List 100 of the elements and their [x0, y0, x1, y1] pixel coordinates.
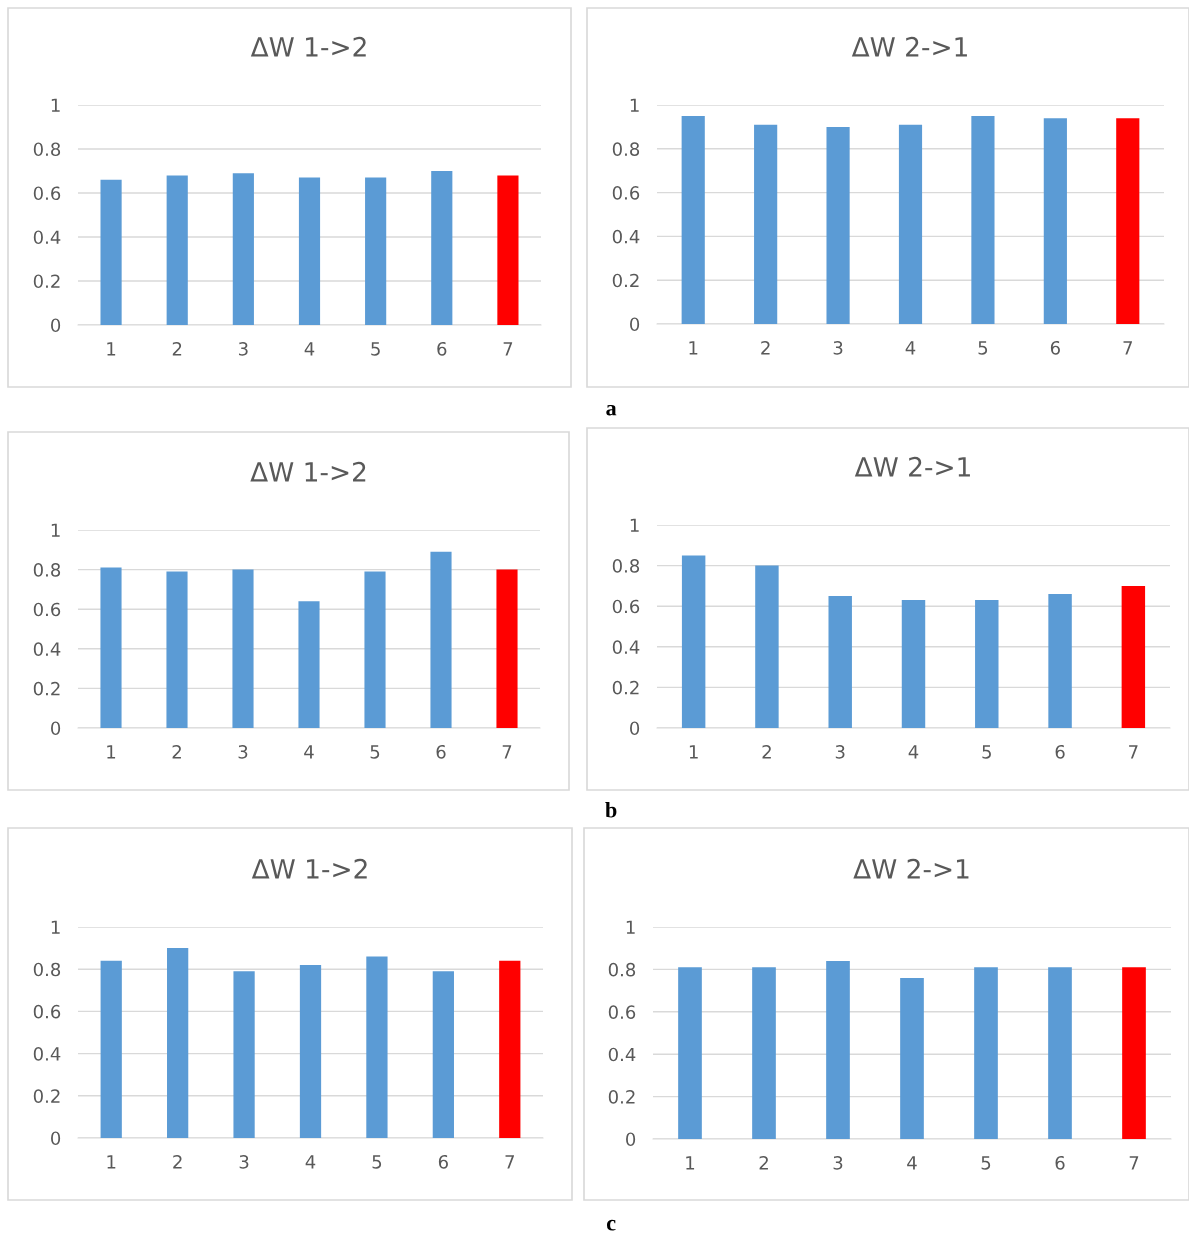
y-tick-label: 1 — [51, 523, 60, 537]
bar — [1048, 594, 1072, 728]
x-tick-label: 7 — [1129, 1156, 1139, 1170]
x-tick-label: 4 — [305, 1155, 316, 1169]
bar — [1043, 118, 1067, 324]
bar — [299, 964, 322, 1138]
bar — [678, 967, 702, 1139]
x-tick-label: 6 — [1050, 340, 1060, 355]
x-tick-label: 4 — [905, 341, 916, 355]
bar — [298, 601, 320, 728]
x-tick-label: 1 — [689, 745, 698, 759]
bar — [901, 600, 926, 728]
x-tick-label: 3 — [833, 340, 843, 355]
bar — [681, 555, 706, 728]
y-tick-label: 1 — [626, 920, 635, 934]
chart-title: ΔW 1->2 — [250, 36, 366, 57]
x-tick-label: 3 — [238, 341, 248, 356]
x-tick-label: 5 — [981, 1156, 991, 1170]
x-tick-label: 1 — [107, 745, 116, 759]
y-tick-label: 0.2 — [33, 681, 60, 696]
chart-title: ΔW 2->1 — [853, 858, 969, 879]
y-tick-label: 0.6 — [612, 186, 640, 200]
y-tick-label: 0.8 — [612, 559, 640, 573]
y-tick-label: 0 — [51, 318, 61, 333]
y-tick-label: 0.6 — [33, 1004, 61, 1019]
bar — [100, 960, 122, 1138]
x-tick-label: 4 — [908, 745, 919, 759]
y-tick-label: 0.4 — [33, 642, 61, 656]
chart-title: ΔW 1->2 — [251, 858, 367, 879]
x-tick-label: 2 — [172, 744, 181, 759]
bar — [755, 565, 779, 728]
text: c — [606, 1219, 616, 1231]
chart-title: ΔW 2->1 — [854, 456, 970, 477]
y-tick-label: 0.2 — [612, 680, 639, 695]
x-tick-label: 7 — [1123, 341, 1132, 355]
x-tick-label: 5 — [978, 341, 988, 355]
y-tick-label: 0.6 — [612, 599, 640, 614]
y-tick-label: 0.2 — [33, 1089, 60, 1103]
y-tick-label: 0 — [630, 721, 640, 736]
y-tick-label: 0.8 — [612, 142, 640, 156]
y-tick-label: 0 — [51, 721, 61, 736]
x-tick-label: 2 — [759, 1155, 768, 1170]
x-tick-label: 1 — [686, 1156, 695, 1170]
x-tick-label: 4 — [907, 1156, 917, 1170]
x-tick-label: 1 — [107, 1155, 116, 1169]
bar — [364, 571, 386, 728]
y-tick-label: 0.8 — [33, 563, 61, 577]
bar — [1122, 967, 1146, 1139]
bar — [826, 960, 850, 1139]
y-tick-label: 0.4 — [608, 1047, 636, 1062]
bar — [166, 571, 188, 728]
y-tick-label: 0.6 — [33, 602, 61, 617]
bar — [898, 124, 923, 324]
y-tick-label: 0 — [630, 317, 640, 332]
text: b — [605, 801, 617, 818]
y-tick-label: 1 — [51, 920, 60, 934]
y-tick-label: 0.6 — [608, 1005, 636, 1019]
y-tick-label: 1 — [630, 98, 639, 112]
bar — [496, 569, 518, 728]
text: a — [606, 404, 617, 416]
x-tick-label: 5 — [372, 1155, 382, 1169]
bar — [499, 960, 521, 1138]
bar — [430, 551, 452, 728]
bar — [900, 977, 924, 1139]
x-tick-label: 6 — [436, 744, 446, 759]
y-tick-label: 0.8 — [608, 962, 636, 977]
y-tick-label: 0.2 — [612, 273, 639, 288]
x-tick-label: 7 — [503, 342, 513, 356]
x-tick-label: 6 — [437, 341, 447, 356]
x-tick-label: 3 — [239, 1154, 249, 1169]
x-tick-label: 2 — [172, 341, 182, 356]
x-tick-label: 1 — [107, 342, 116, 356]
chart-title: ΔW 1->2 — [250, 461, 366, 482]
x-tick-label: 1 — [689, 341, 698, 355]
x-tick-label: 7 — [505, 1155, 514, 1169]
bar — [366, 956, 388, 1138]
y-tick-label: 0.4 — [612, 229, 640, 244]
x-tick-label: 5 — [982, 745, 991, 759]
y-tick-label: 1 — [51, 98, 60, 112]
x-tick-label: 3 — [835, 744, 845, 759]
bar — [974, 967, 998, 1139]
chart-title: ΔW 2->1 — [851, 36, 967, 57]
y-tick-label: 0.4 — [33, 230, 61, 245]
x-tick-label: 6 — [1055, 744, 1065, 759]
bar — [432, 971, 454, 1138]
x-tick-label: 7 — [502, 745, 512, 759]
y-tick-label: 0 — [51, 1131, 61, 1146]
x-tick-label: 4 — [304, 745, 314, 759]
bar — [1116, 118, 1140, 324]
x-tick-label: 2 — [762, 744, 771, 759]
bar — [167, 948, 189, 1138]
x-tick-label: 6 — [438, 1154, 448, 1169]
y-tick-label: 0.2 — [33, 274, 60, 289]
bar — [826, 126, 850, 324]
bar — [1121, 585, 1146, 728]
x-tick-label: 5 — [370, 745, 380, 759]
y-tick-label: 0 — [626, 1132, 636, 1147]
bar — [754, 124, 778, 324]
x-tick-label: 5 — [371, 342, 380, 356]
x-tick-label: 2 — [173, 1154, 182, 1169]
